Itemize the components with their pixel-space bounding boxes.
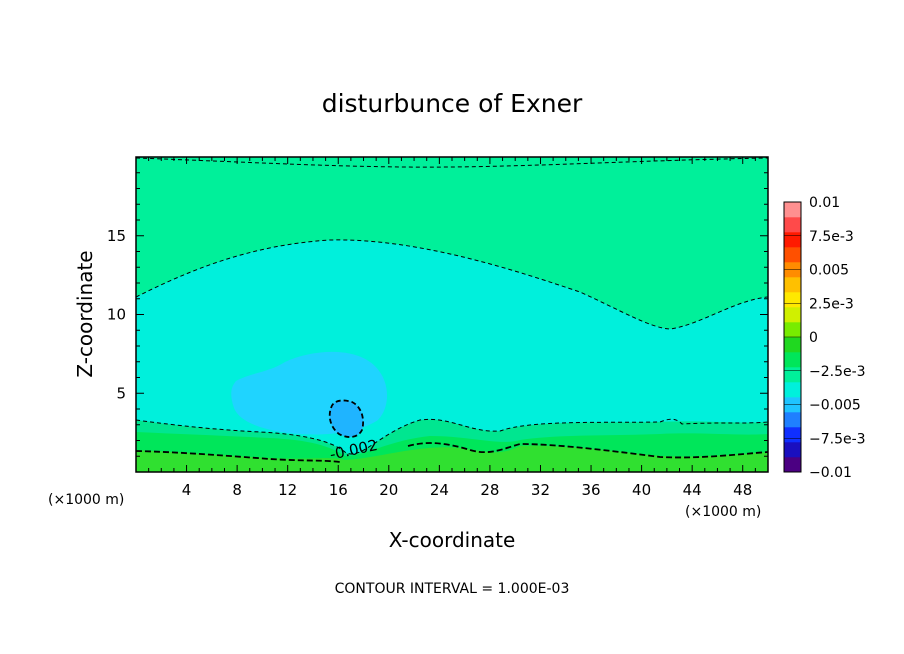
contour-interval-note: CONTOUR INTERVAL = 1.000E-03: [335, 581, 570, 597]
x-tick-label: 20: [379, 481, 398, 499]
colorbar-label: 0.005: [809, 263, 849, 279]
contour-fills: [136, 157, 768, 472]
x-tick-label: 44: [683, 481, 702, 499]
x-axis-label: X-coordinate: [389, 528, 516, 552]
region-surface: [136, 445, 768, 472]
x-tick-label: 16: [329, 481, 348, 499]
colorbar-segment: [784, 232, 801, 248]
colorbar-segment: [784, 202, 801, 218]
x-tick-label: 28: [480, 481, 499, 499]
colorbar-label: 2.5e-3: [809, 296, 854, 312]
colorbar-segment: [784, 217, 801, 233]
x-tick-label: 24: [430, 481, 449, 499]
y-tick-label: 15: [107, 227, 126, 245]
colorbar-segment: [784, 412, 801, 428]
colorbar-segment: [784, 277, 801, 293]
colorbar-label: 0.01: [809, 195, 840, 211]
colorbar-segment: [784, 322, 801, 338]
colorbar-label: −0.005: [809, 398, 861, 414]
x-tick-label: 8: [232, 481, 242, 499]
colorbar-segment: [784, 442, 801, 458]
x-axis: 4 8 12 16 20 24 28 32 36 40 44 48: [148, 157, 756, 499]
colorbar-label: −0.01: [809, 465, 852, 481]
colorbar-label: 0: [809, 330, 818, 346]
colorbar-label: −2.5e-3: [809, 364, 866, 380]
colorbar-segment: [784, 307, 801, 323]
colorbar-label: 7.5e-3: [809, 229, 854, 245]
chart-title: disturbunce of Exner: [322, 89, 583, 118]
x-tick-label: 48: [733, 481, 752, 499]
x-tick-label: 4: [182, 481, 192, 499]
contour-line-core: [328, 399, 365, 438]
y-axis: 5 10 15: [107, 172, 768, 457]
colorbar-segment: [784, 457, 801, 473]
colorbar-label: −7.5e-3: [809, 431, 866, 447]
x-unit-left: (×1000 m): [48, 492, 124, 508]
colorbar-segment: [784, 352, 801, 368]
x-unit-right: (×1000 m): [685, 504, 761, 520]
x-tick-label: 36: [581, 481, 600, 499]
colorbar-segment: [784, 427, 801, 443]
y-tick-label: 5: [116, 384, 126, 402]
colorbar-segment: [784, 292, 801, 308]
colorbar-segment: [784, 337, 801, 353]
x-tick-label: 12: [278, 481, 297, 499]
colorbar-segment: [784, 382, 801, 398]
contour-line-upper: [136, 239, 768, 330]
colorbar-segment: [784, 367, 801, 383]
y-axis-label: Z-coordinate: [73, 250, 97, 377]
contour-lines: [136, 157, 768, 463]
contour-line-top: [136, 157, 768, 168]
colorbar-segment: [784, 247, 801, 263]
region-core: [329, 400, 364, 438]
y-tick-label: 10: [107, 306, 126, 324]
contour-line-002: [136, 442, 768, 463]
x-tick-label: 40: [632, 481, 651, 499]
colorbar: 0.01 7.5e-3 0.005 2.5e-3 0 −2.5e-3 −0.005 −7.5e…: [783, 195, 866, 481]
x-tick-label: 32: [531, 481, 550, 499]
